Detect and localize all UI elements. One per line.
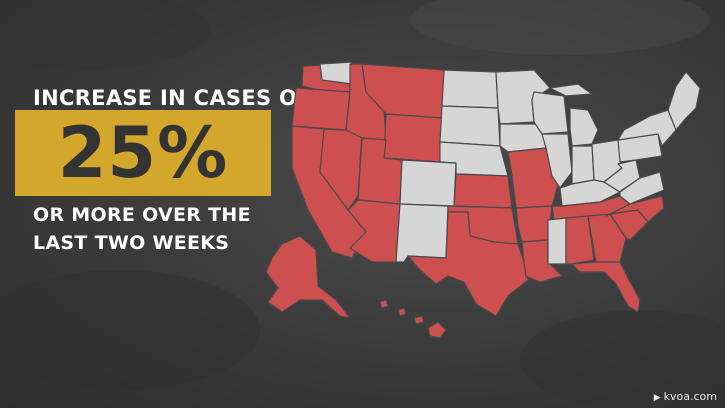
- state-michigan: [569, 107, 599, 147]
- state-hawaii-maui: [413, 315, 425, 325]
- state-michigan-upper: [549, 83, 593, 97]
- state-north-carolina: [605, 195, 665, 223]
- state-north-dakota: [441, 69, 499, 109]
- tv-icon: ▶: [653, 393, 661, 403]
- watermark-text: kvoa.com: [663, 390, 717, 403]
- headline-text: INCREASE IN CASES OF: [33, 86, 312, 110]
- state-virginia: [619, 171, 665, 205]
- state-hawaii-kauai: [379, 299, 389, 309]
- state-georgia: [587, 213, 627, 263]
- subtext-line-1: OR MORE OVER THE: [33, 204, 251, 226]
- state-indiana: [571, 145, 595, 185]
- percentage-value: 25%: [57, 112, 229, 194]
- state-arkansas: [515, 205, 553, 243]
- watermark: ▶ kvoa.com: [654, 390, 717, 403]
- state-hawaii-oahu: [397, 307, 407, 317]
- state-wisconsin: [531, 91, 569, 135]
- state-texas: [407, 211, 529, 317]
- state-kansas: [453, 173, 513, 209]
- state-mississippi: [547, 217, 567, 265]
- state-florida: [571, 261, 641, 313]
- state-new-england: [667, 71, 701, 131]
- state-colorado: [399, 159, 457, 207]
- state-alabama: [565, 215, 595, 265]
- state-south-dakota: [439, 105, 501, 147]
- subtext-line-2: LAST TWO WEEKS: [33, 232, 230, 254]
- state-oregon: [291, 87, 351, 131]
- state-new-york: [617, 109, 677, 147]
- percentage-highlight-box: 25%: [15, 110, 271, 196]
- state-wyoming: [383, 113, 443, 163]
- state-washington-gray-portion: [319, 61, 353, 85]
- state-alaska: [265, 235, 351, 319]
- state-new-mexico: [395, 203, 449, 263]
- state-hawaii-big: [427, 321, 447, 339]
